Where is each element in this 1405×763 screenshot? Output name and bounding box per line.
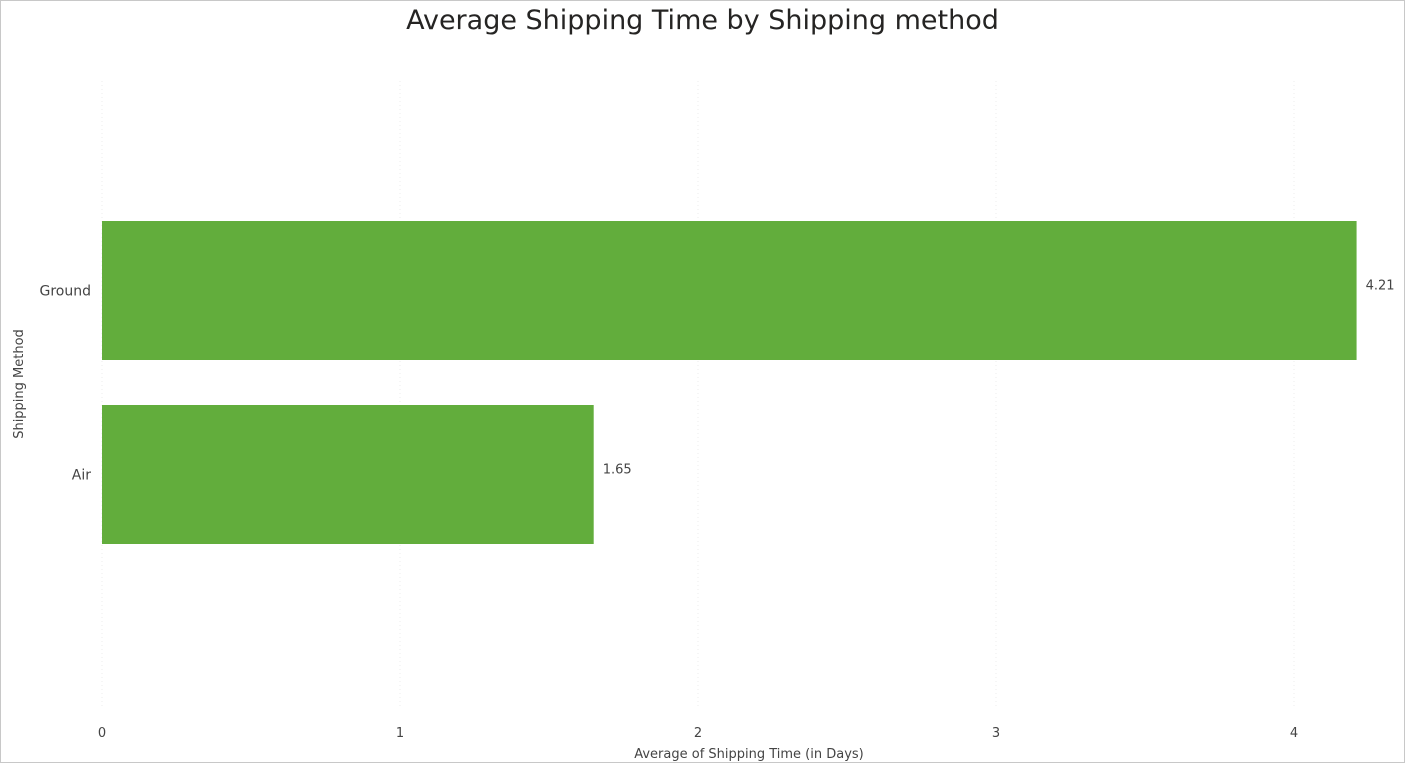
- chart-title: Average Shipping Time by Shipping method: [406, 5, 999, 36]
- x-tick-label-3: 3: [992, 726, 1000, 741]
- gridlines: [101, 81, 1295, 706]
- x-tick-label-0: 0: [98, 726, 106, 741]
- data-labels: 4.21 1.65: [603, 279, 1395, 478]
- x-tick-label-1: 1: [396, 726, 404, 741]
- x-tick-label-2: 2: [694, 726, 702, 741]
- x-tick-labels: 0 1 2 3 4: [98, 726, 1298, 741]
- category-labels: Ground Air: [40, 284, 92, 484]
- data-label-air: 1.65: [603, 463, 632, 478]
- y-axis-title: Shipping Method: [12, 329, 27, 439]
- bar-ground[interactable]: [102, 221, 1357, 360]
- category-label-air: Air: [72, 468, 91, 484]
- category-label-ground: Ground: [40, 284, 92, 300]
- x-axis-title: Average of Shipping Time (in Days): [634, 747, 864, 762]
- bars: [102, 221, 1357, 544]
- data-label-ground: 4.21: [1366, 279, 1395, 294]
- bar-air[interactable]: [102, 405, 594, 544]
- x-tick-label-4: 4: [1290, 726, 1298, 741]
